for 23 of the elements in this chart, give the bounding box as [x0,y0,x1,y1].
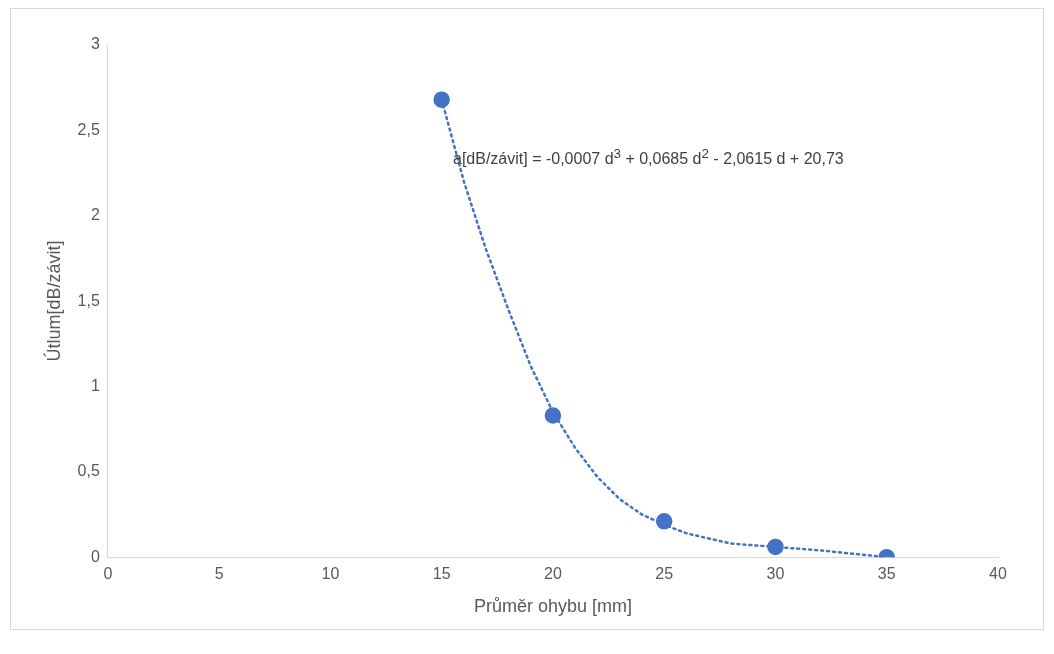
point [544,407,562,424]
x-tick-label: 10 [321,565,340,583]
y-tick-label: 2,5 [77,120,100,138]
x-tick-label: 30 [766,565,785,583]
point [767,538,784,556]
y-tick-label: 1,5 [77,291,100,309]
x-tick-label: 5 [214,565,224,583]
y-axis-title: Útlum[dB/závit] [42,240,64,362]
y-tick-label: 1 [90,376,100,394]
x-tick-label: 40 [989,565,1007,583]
x-axis-title: Průměr ohybu [mm] [473,596,632,617]
point [655,513,673,530]
annotation: a[dB/závit] = -0,0007 d$^{3}$ + 0,0685 d$^{2}$ - 2,0615 d + 20,73 [453,146,844,169]
point [433,91,450,108]
y-tick-label: 3 [90,35,100,53]
x-tick-label: 15 [432,565,451,583]
x-tick-label: 25 [655,565,674,583]
x-tick-label: 0 [103,565,113,583]
y-tick-label: 0,5 [77,462,100,480]
x-tick-label: 35 [877,565,896,583]
y-tick-label: 2 [90,206,100,224]
x-tick-label: 20 [544,565,562,583]
y-tick-label: 0 [90,547,100,565]
